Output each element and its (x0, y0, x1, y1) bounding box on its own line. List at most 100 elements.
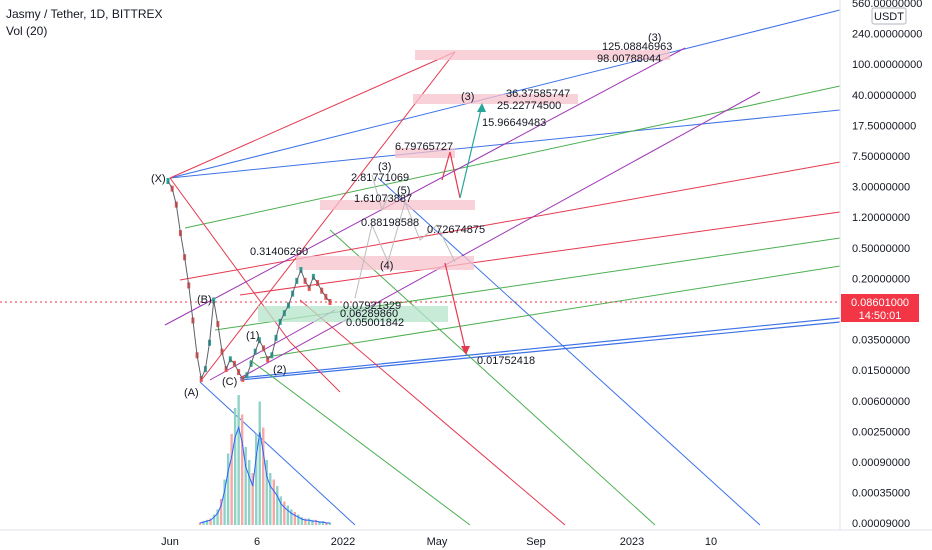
wave-label: (X) (151, 173, 166, 185)
volume-bar (297, 514, 300, 525)
price-target-label: 6.79765727 (395, 141, 453, 153)
x-tick-label: May (427, 536, 448, 548)
volume-bar (269, 473, 272, 525)
y-tick-label: 0.00090000 (852, 457, 910, 469)
symbol-title: Jasmy / Tether, 1D, BITTREX (6, 7, 163, 21)
price-series (166, 178, 332, 382)
zone-4 (320, 200, 475, 210)
price-target-label: 1.61073887 (354, 193, 412, 205)
x-tick-label: Jun (161, 536, 179, 548)
price-target-label: 15.96649483 (482, 117, 546, 129)
currency-badge[interactable]: USDT (871, 7, 907, 25)
price-target-label: 0.88198588 (361, 217, 419, 229)
price-target-label: 0.05001842 (346, 317, 404, 329)
x-tick-label: 6 (254, 536, 260, 548)
volume-bar (311, 519, 314, 525)
y-tick-label: 0.00600000 (852, 396, 910, 408)
target-zones (258, 50, 670, 322)
price-target-label: 25.22774500 (497, 100, 561, 112)
wave-label: (B) (197, 294, 212, 306)
volume-bar (202, 521, 205, 525)
volume-bar (325, 522, 328, 525)
zone-3 (395, 148, 455, 158)
volume-bar (230, 434, 233, 525)
volume-bar (272, 479, 275, 525)
green-up-arrow (459, 104, 483, 199)
zone-2 (413, 94, 578, 104)
volume-bar (293, 512, 297, 525)
last-price-badge: 0.08601000 14:50:01 (841, 294, 919, 322)
x-tick-label: 2022 (331, 536, 355, 548)
volume-bar (262, 427, 265, 525)
price-target-label: 0.01752418 (477, 355, 535, 367)
zone-green (258, 306, 448, 322)
volume-bar (226, 453, 230, 525)
price-line (167, 180, 331, 381)
price-axis[interactable]: 560.00000000 240.00000000 100.00000000 40.0… (852, 0, 922, 530)
zone-top (415, 50, 670, 60)
zone-5 (296, 256, 474, 270)
price-target-label: 0.07921329 (343, 300, 401, 312)
volume-bar (276, 486, 279, 525)
red-a-to-top (199, 51, 456, 383)
volume-bar (258, 401, 261, 525)
time-axis[interactable]: Jun 6 2022 May Sep 2023 10 (161, 536, 717, 548)
wave-label: (1) (246, 330, 259, 342)
purple-line-2 (239, 91, 761, 379)
price-target-label: 0.31406260 (250, 246, 308, 258)
currency-label: USDT (874, 11, 904, 23)
volume-bar (240, 414, 244, 525)
green-lower-diagonal (249, 359, 471, 526)
y-tick-label: 0.00009000 (852, 518, 910, 530)
volume-bar (233, 408, 237, 525)
wave-label: (2) (273, 364, 286, 376)
wave-label: (3) (378, 161, 391, 173)
wave-label: (A) (184, 387, 199, 399)
volume-indicator-title: Vol (20) (6, 24, 48, 38)
red-diagonal (299, 299, 566, 526)
red-line-x-top (169, 51, 456, 179)
volume-bar (205, 519, 209, 525)
countdown-timer: 14:50:01 (859, 310, 902, 322)
volume-bar (251, 473, 254, 525)
red-channel-1 (179, 161, 841, 281)
red-short (289, 341, 341, 393)
red-up-arrow (441, 151, 451, 181)
y-tick-label: 0.20000000 (852, 273, 910, 285)
blue-diagonal (377, 177, 761, 526)
red-channel-2 (239, 211, 841, 296)
purple-line-1 (164, 47, 686, 326)
price-target-label: 125.08846963 (602, 41, 672, 53)
x-tick-label: 10 (705, 536, 717, 548)
volume-bar (209, 518, 212, 525)
price-target-label: 2.81771069 (351, 172, 409, 184)
volume-bar (247, 460, 251, 525)
volume-bar (300, 517, 304, 525)
price-target-label: 98.00788044 (597, 53, 661, 65)
x-tick-label: 2023 (620, 536, 644, 548)
volume-bar (265, 460, 268, 525)
red-drop-arrow (444, 262, 467, 353)
volume-bar (283, 501, 286, 525)
volume-bar (328, 522, 332, 525)
volume-bar (314, 519, 318, 525)
wave-label: (3) (461, 91, 474, 103)
volume-bar (255, 434, 258, 525)
volume-bar (290, 509, 293, 525)
y-tick-label: 3.00000000 (852, 182, 910, 194)
wave-label: (C) (222, 376, 237, 388)
y-tick-label: 0.01500000 (852, 365, 910, 377)
volume-bar (279, 496, 283, 525)
price-target-label: 36.37585747 (506, 88, 570, 100)
wave-label: (4) (380, 260, 393, 272)
green-channel-3 (259, 265, 841, 359)
y-tick-label: 7.50000000 (852, 151, 910, 163)
y-tick-label: 0.00250000 (852, 426, 910, 438)
price-target-label: 0.72674875 (427, 224, 485, 236)
last-price-value: 0.08601000 (851, 297, 909, 309)
volume-bar (304, 518, 307, 525)
y-tick-label: 0.00035000 (852, 488, 910, 500)
volume-bar (244, 447, 247, 525)
